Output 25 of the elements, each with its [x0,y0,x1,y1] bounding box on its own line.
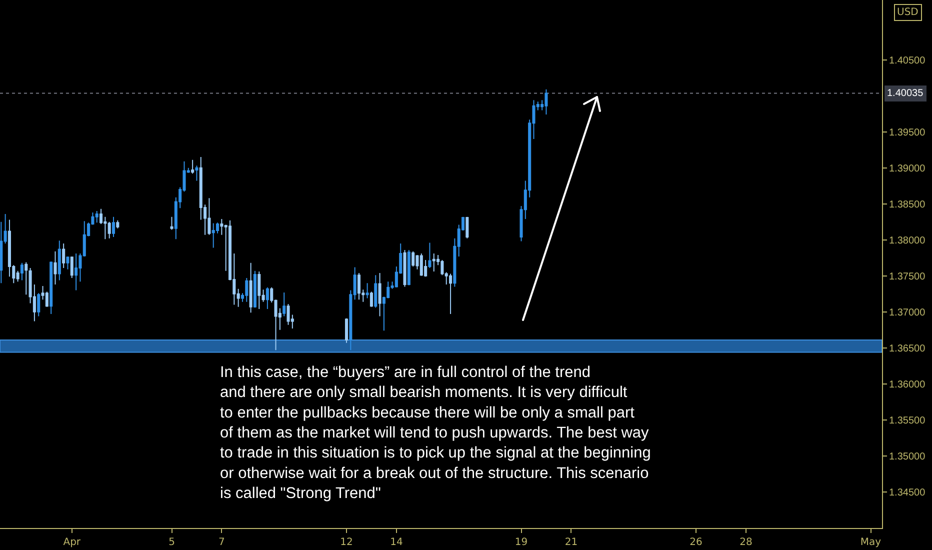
x-tick-label: 12 [340,537,353,548]
y-tick-label: 1.34500 [889,487,926,498]
annotation: In this case, the “buyers” are in full control of the trend and there are only small bearish moments. It is very difficult to enter the pullbacks because there will be only a small part of them as the market will tend to push upwards. The best way to trade in this situation is to pick up the signal at the beginning or otherwise wait for a break out of the structure. This scenario is called "Strong Trend" [220,364,651,502]
x-tick-label: May [860,537,882,548]
x-tick-label: 7 [218,537,225,548]
x-tick-label: 28 [740,537,752,548]
y-tick-label: 1.37500 [889,271,926,282]
x-tick-label: Apr [63,537,82,548]
x-tick-label: 14 [390,537,403,548]
x-tick-label: 5 [168,537,175,548]
x-tick-label: 26 [690,537,702,548]
x-tick-label: 21 [564,537,578,548]
y-axis-title: USD [897,7,919,18]
y-tick-label: 1.35000 [889,451,926,462]
y-tick-label: 1.36500 [889,343,926,354]
y-tick-label: 1.39000 [889,163,926,174]
y-tick-label: 1.40500 [889,55,926,66]
y-tick-label: 1.39500 [889,127,926,138]
y-tick-label: 1.37000 [889,307,926,318]
y-tick-label: 1.35500 [889,415,926,426]
x-tick-label: 19 [514,537,528,548]
y-tick-label: 1.38500 [889,199,926,210]
y-tick-label: 1.38000 [889,235,926,246]
ref-line-label: 1.40035 [887,88,924,99]
y-tick-label: 1.36000 [889,379,926,390]
